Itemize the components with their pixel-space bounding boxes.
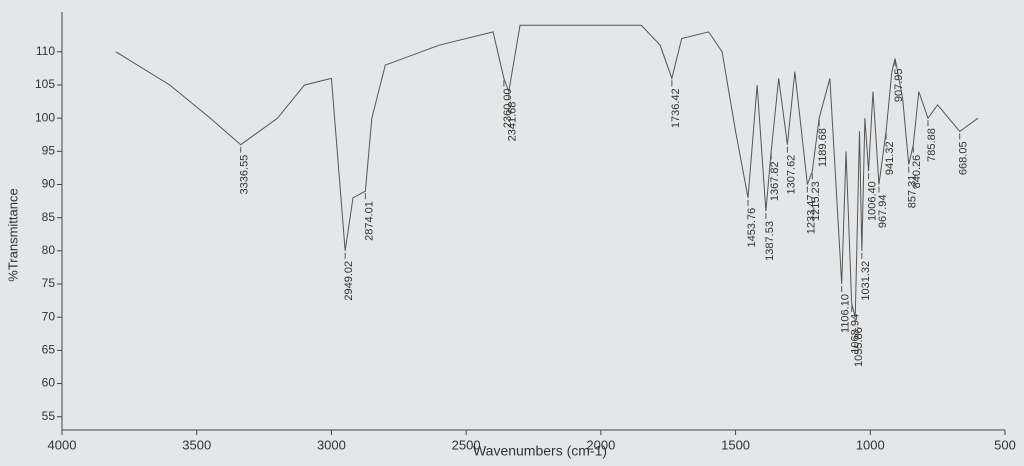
x-tick-label: 3000 [317, 437, 346, 452]
peak-label: 1031.32 [860, 261, 872, 301]
x-tick-label: 1500 [721, 437, 750, 452]
y-tick-label: 75 [42, 276, 56, 290]
y-tick-label: 90 [42, 177, 56, 191]
x-tick-label: 3500 [182, 437, 211, 452]
peak-label: 1068.94 [850, 314, 862, 354]
y-tick-label: 80 [42, 243, 56, 257]
peak-label: 3336.55 [239, 155, 251, 195]
x-tick-label: 2500 [452, 437, 481, 452]
y-axis-title: %Transmittance [5, 188, 20, 281]
peak-label: 2949.02 [343, 261, 355, 301]
x-tick-label: 500 [994, 437, 1016, 452]
peak-label: 857.31 [907, 175, 919, 209]
spectrum-line [115, 24, 979, 318]
peak-label: 1215.23 [810, 181, 822, 221]
peak-label: 2341.68 [507, 102, 519, 142]
peak-label: 967.94 [877, 195, 889, 229]
y-tick-label: 65 [42, 343, 56, 357]
peak-label: 2874.01 [363, 201, 375, 241]
peak-label: 785.88 [926, 128, 938, 162]
y-tick-label: 100 [35, 110, 55, 124]
y-tick-label: 85 [42, 210, 56, 224]
x-tick-label: 2000 [586, 437, 615, 452]
y-tick-label: 55 [42, 409, 56, 423]
peak-label: 907.95 [893, 68, 905, 102]
peak-label: 2360.00 [502, 88, 514, 128]
y-tick-label: 105 [35, 77, 55, 91]
x-tick-label: 1000 [856, 437, 885, 452]
x-axis-title: Wavenumbers (cm-1) [473, 443, 607, 459]
peak-label: 1006.40 [866, 181, 878, 221]
peak-label: 1387.53 [764, 221, 776, 261]
peak-label: 1453.76 [746, 208, 758, 248]
peak-label: 1307.62 [785, 155, 797, 195]
y-tick-label: 70 [42, 309, 56, 323]
peak-label: 1736.42 [670, 88, 682, 128]
peak-label: 1055.86 [853, 327, 865, 367]
peak-label: 1233.47 [805, 195, 817, 235]
peak-label: 1106.10 [840, 294, 852, 333]
peak-label: 1189.68 [817, 128, 829, 167]
peak-label: 1367.82 [769, 161, 781, 201]
peak-label: 840.26 [911, 155, 923, 189]
y-tick-label: 95 [42, 144, 56, 158]
y-tick-label: 110 [36, 44, 55, 58]
x-tick-label: 4000 [48, 437, 77, 452]
peak-label: 668.05 [958, 141, 970, 175]
y-tick-label: 60 [42, 376, 56, 390]
peak-label: 941.32 [884, 141, 896, 175]
